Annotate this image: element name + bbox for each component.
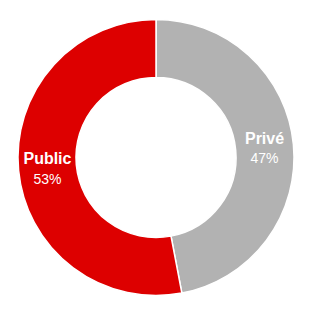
svg-text:47%: 47% [251,150,279,166]
svg-text:Privé: Privé [245,130,284,147]
svg-text:53%: 53% [33,171,61,187]
svg-text:Public: Public [23,150,71,167]
